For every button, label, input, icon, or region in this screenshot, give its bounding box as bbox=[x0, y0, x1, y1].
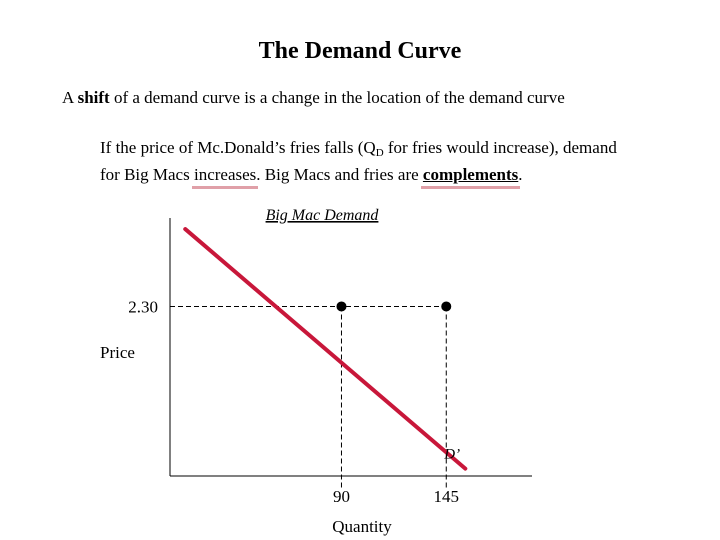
highlight-complements: complements bbox=[420, 165, 521, 189]
paragraph-line-2: for Big Macs increases. Big Macs and fri… bbox=[100, 164, 680, 189]
y-tick-label: 2.30 bbox=[128, 297, 158, 316]
data-point-90 bbox=[336, 301, 347, 312]
paragraph-line-1: If the price of Mc.Donald’s fries falls … bbox=[100, 137, 680, 164]
curve-label: D’ bbox=[443, 446, 460, 462]
intro-text: A shift of a demand curve is a change in… bbox=[62, 88, 565, 108]
x-tick-label-90: 90 bbox=[333, 487, 350, 506]
x-tick-label-145: 145 bbox=[434, 487, 460, 506]
line1-post: for fries would increase), demand bbox=[383, 138, 617, 157]
line2-mid: . Big Macs and fries are bbox=[256, 165, 423, 184]
chart-title: Big Mac Demand bbox=[266, 207, 380, 224]
intro-bold: shift bbox=[77, 88, 110, 107]
highlight-increases: increases bbox=[191, 165, 259, 189]
line1-pre: If the price of Mc.Donald’s fries falls … bbox=[100, 138, 376, 157]
intro-pre: A bbox=[62, 88, 78, 107]
line1-subscript: D bbox=[375, 147, 384, 159]
page-title: The Demand Curve bbox=[258, 38, 462, 64]
x-axis-label: Quantity bbox=[332, 517, 392, 536]
line2-post: . bbox=[518, 165, 523, 184]
line2-pre: for Big Macs bbox=[100, 165, 194, 184]
intro-post: of a demand curve is a change in the loc… bbox=[109, 88, 565, 107]
y-axis-label: Price bbox=[100, 343, 135, 362]
data-point-145 bbox=[441, 301, 452, 312]
demand-curve-line bbox=[183, 227, 468, 471]
explanation-paragraph: If the price of Mc.Donald’s fries falls … bbox=[100, 137, 680, 189]
